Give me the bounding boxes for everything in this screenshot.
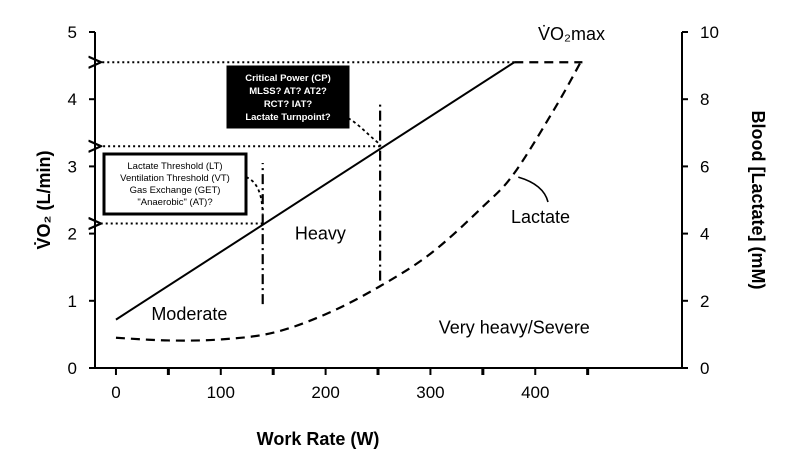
y-left-tick-label: 0	[68, 359, 77, 378]
x-axis-title: Work Rate (W)	[257, 429, 380, 449]
y-left-tick-label: 1	[68, 292, 77, 311]
lt-box-line-1: Lactate Threshold (LT)	[127, 161, 222, 172]
x-tick-label: 100	[207, 383, 235, 402]
x-tick-label: 0	[111, 383, 120, 402]
y-axis-left-title: V̇O₂ (L/min)	[33, 151, 54, 250]
lactate-label-connector	[518, 176, 549, 203]
annotations-group	[101, 62, 549, 305]
zone-label-severe: Very heavy/Severe	[439, 318, 590, 338]
cp-box-line-2: MLSS? AT? AT2?	[249, 86, 327, 97]
y-right-tick-label: 8	[700, 90, 709, 109]
series-line-2	[115, 58, 584, 342]
y-left-tick-label: 5	[68, 23, 77, 42]
lt-annotation-box: Lactate Threshold (LT) Ventilation Thres…	[102, 152, 248, 216]
series-group	[115, 58, 584, 342]
x-tick-label: 200	[311, 383, 339, 402]
lt-box-line-4: "Anaerobic" (AT)?	[137, 197, 212, 208]
lt-connector-arrow	[245, 176, 264, 214]
y-right-tick-label: 2	[700, 292, 709, 311]
cp-connector-arrow	[347, 117, 381, 145]
zone-label-heavy: Heavy	[295, 224, 346, 244]
y-right-tick-label: 0	[700, 359, 709, 378]
cp-box-line-1: Critical Power (CP)	[245, 73, 331, 84]
lt-box-line-3: Gas Exchange (GET)	[130, 185, 221, 196]
series-label-lactate: Lactate	[511, 207, 570, 227]
y-axis-right-title: Blood [Lactate] (mM)	[748, 111, 768, 290]
y-left-tick-label: 2	[68, 225, 77, 244]
vo2max-label: V̇O₂max	[538, 24, 605, 44]
series-line-0	[115, 61, 515, 321]
lt-box-line-2: Ventilation Threshold (VT)	[120, 173, 230, 184]
ticks: 0 100 200 300 400 0 1 2 3 4 5 0 2 4 6 8 10	[68, 23, 719, 402]
zone-label-moderate: Moderate	[151, 304, 227, 324]
cp-box-line-3: RCT? IAT?	[264, 99, 313, 110]
y-left-tick-label: 4	[68, 90, 77, 109]
x-tick-label: 400	[521, 383, 549, 402]
y-left-tick-label: 3	[68, 157, 77, 176]
y-right-tick-label: 4	[700, 225, 709, 244]
axes	[94, 32, 683, 369]
cp-box-line-4: Lactate Turnpoint?	[245, 112, 331, 123]
cp-annotation-box: Critical Power (CP) MLSS? AT? AT2? RCT? …	[226, 65, 350, 129]
y-right-tick-label: 6	[700, 157, 709, 176]
y-right-tick-label: 10	[700, 23, 719, 42]
x-tick-label: 300	[416, 383, 444, 402]
